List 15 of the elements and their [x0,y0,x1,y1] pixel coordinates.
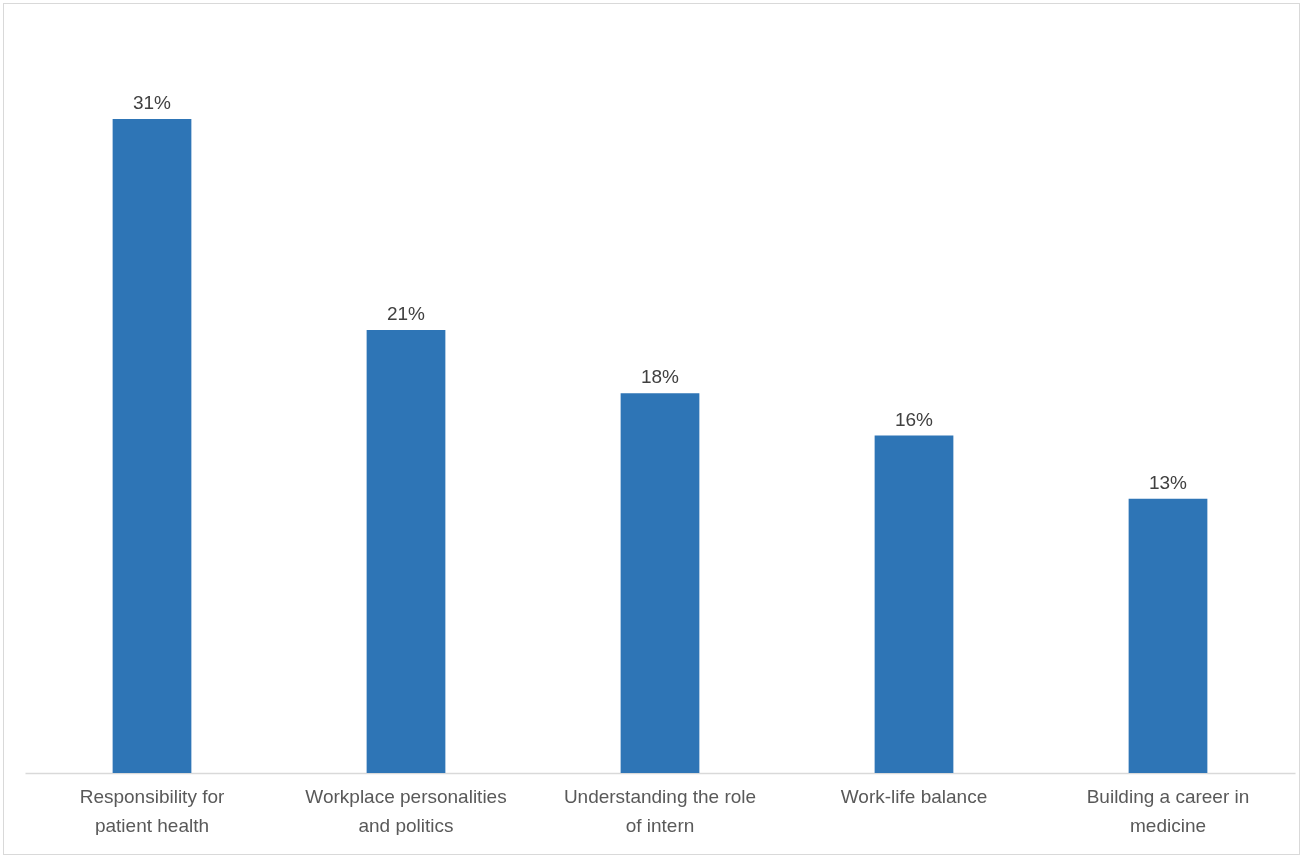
x-tick-label: Responsibility for patient health [79,785,226,836]
data-label: 21% [386,303,426,325]
bar [366,330,446,773]
bar [620,393,700,773]
bar [112,119,192,773]
x-tick-label: Work-life balance [840,785,988,807]
x-tick-label: Building a career in medicine [1086,785,1250,836]
data-label: 31% [132,92,172,114]
x-tick-label: Workplace personalities and politics [305,785,507,836]
bar [1128,498,1208,773]
data-label: 13% [1148,471,1188,493]
bar [874,435,954,773]
data-label: 16% [894,408,934,430]
x-tick-label: Understanding the role of intern [563,785,757,836]
data-label: 18% [640,366,680,388]
